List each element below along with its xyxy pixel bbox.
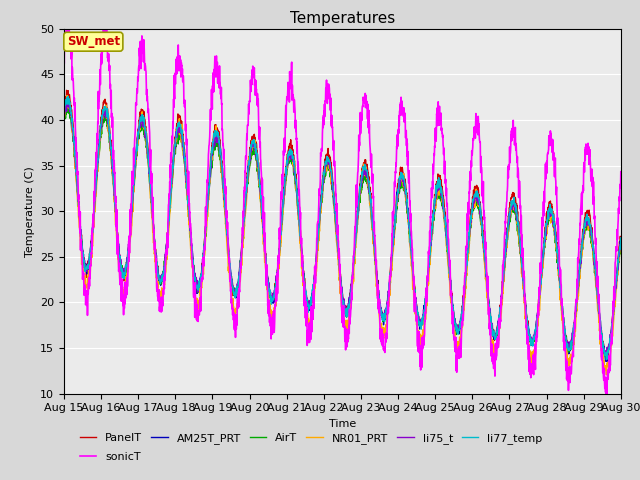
NR01_PRT: [584, 218, 591, 224]
AirT: [216, 151, 223, 157]
NR01_PRT: [602, 372, 610, 378]
Text: SW_met: SW_met: [67, 35, 120, 48]
li77_temp: [64, 94, 72, 99]
NR01_PRT: [371, 258, 379, 264]
li77_temp: [216, 138, 223, 144]
AirT: [584, 225, 591, 231]
AirT: [60, 122, 68, 128]
sonicT: [504, 175, 512, 181]
X-axis label: Time: Time: [329, 419, 356, 429]
li77_temp: [617, 235, 625, 240]
Title: Temperatures: Temperatures: [290, 11, 395, 26]
Line: AirT: AirT: [64, 107, 621, 359]
AirT: [359, 179, 367, 185]
NR01_PRT: [504, 226, 512, 232]
Line: sonicT: sonicT: [64, 20, 621, 403]
Line: li75_t: li75_t: [64, 100, 621, 355]
li75_t: [216, 147, 223, 153]
Line: AM25T_PRT: AM25T_PRT: [64, 97, 621, 361]
sonicT: [65, 17, 73, 23]
Line: PanelT: PanelT: [64, 90, 621, 359]
li75_t: [504, 222, 512, 228]
li75_t: [584, 215, 591, 220]
NR01_PRT: [216, 147, 223, 153]
li77_temp: [602, 357, 610, 362]
NR01_PRT: [617, 239, 625, 245]
li77_temp: [371, 249, 379, 255]
li75_t: [602, 352, 610, 358]
AM25T_PRT: [216, 150, 223, 156]
sonicT: [584, 148, 591, 154]
AM25T_PRT: [568, 336, 575, 342]
li75_t: [60, 117, 68, 122]
PanelT: [584, 207, 591, 213]
NR01_PRT: [60, 115, 68, 120]
PanelT: [216, 134, 223, 140]
NR01_PRT: [63, 93, 71, 98]
li77_temp: [60, 110, 68, 116]
AM25T_PRT: [617, 241, 625, 247]
AM25T_PRT: [359, 168, 367, 174]
AirT: [617, 241, 625, 247]
AM25T_PRT: [504, 221, 512, 227]
li77_temp: [584, 213, 591, 219]
sonicT: [60, 54, 68, 60]
li77_temp: [359, 168, 367, 174]
Line: NR01_PRT: NR01_PRT: [64, 96, 621, 375]
sonicT: [371, 232, 379, 238]
AirT: [65, 104, 72, 109]
li75_t: [568, 337, 575, 343]
li77_temp: [568, 340, 575, 346]
PanelT: [60, 107, 68, 113]
li75_t: [617, 240, 625, 246]
sonicT: [617, 169, 625, 175]
PanelT: [602, 356, 610, 362]
PanelT: [504, 213, 512, 219]
li75_t: [371, 249, 379, 254]
Line: li77_temp: li77_temp: [64, 96, 621, 360]
sonicT: [568, 355, 575, 360]
AirT: [568, 340, 575, 346]
AM25T_PRT: [371, 252, 379, 257]
AM25T_PRT: [63, 95, 71, 100]
PanelT: [63, 87, 70, 93]
sonicT: [602, 400, 610, 406]
li75_t: [63, 97, 71, 103]
AirT: [602, 356, 610, 361]
NR01_PRT: [359, 170, 367, 176]
NR01_PRT: [568, 356, 575, 362]
PanelT: [359, 164, 367, 170]
li75_t: [359, 175, 367, 180]
sonicT: [216, 63, 223, 69]
li77_temp: [504, 220, 512, 226]
PanelT: [617, 237, 625, 242]
Legend: sonicT: sonicT: [75, 447, 145, 467]
AM25T_PRT: [584, 216, 591, 221]
AirT: [504, 229, 512, 235]
AirT: [371, 256, 379, 262]
sonicT: [359, 103, 367, 108]
Y-axis label: Temperature (C): Temperature (C): [24, 166, 35, 257]
PanelT: [371, 244, 379, 250]
PanelT: [568, 341, 575, 347]
AM25T_PRT: [60, 121, 68, 127]
AM25T_PRT: [603, 359, 611, 364]
